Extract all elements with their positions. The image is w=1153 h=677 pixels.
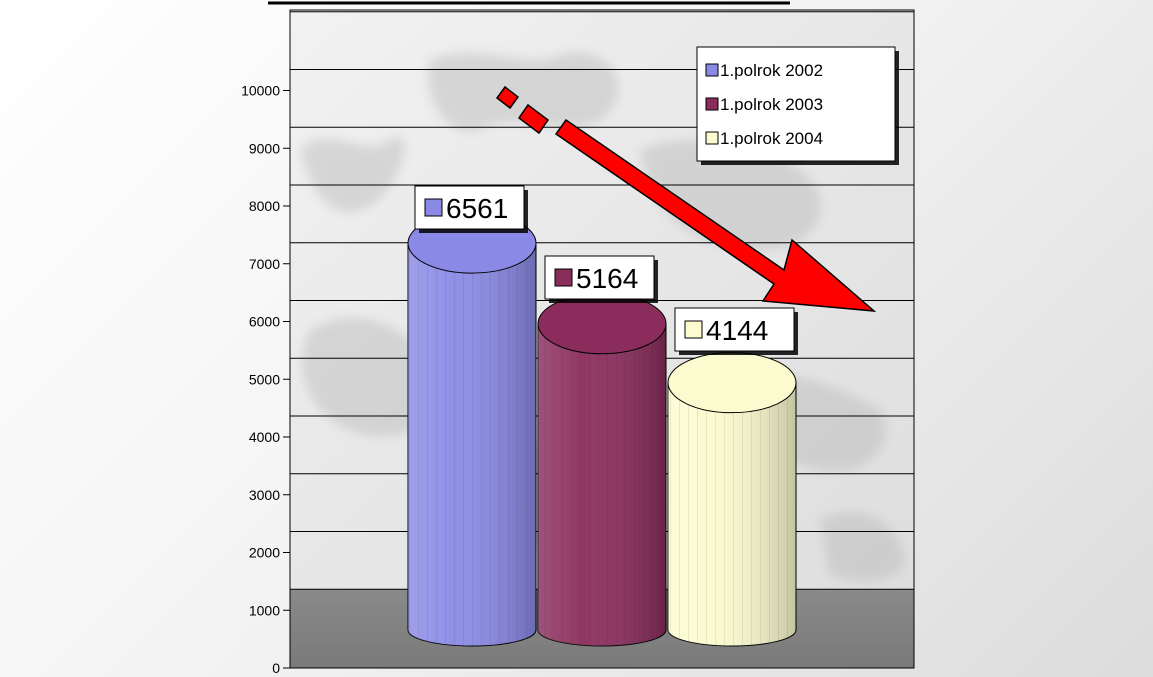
- legend: 1.polrok 2002 1.polrok 2003 1.polrok 2004: [696, 46, 899, 165]
- data-label-value-2: 4144: [706, 315, 768, 346]
- legend-box: [696, 46, 896, 162]
- trend-arrow-dash-2: [517, 103, 550, 135]
- legend-swatch-2: [705, 131, 719, 145]
- y-tick-label-3: 3000: [249, 487, 280, 503]
- bar-0: [407, 212, 537, 647]
- data-label-swatch-2: [684, 320, 703, 339]
- y-tick-label-7: 7000: [249, 256, 280, 272]
- y-tick-label-6: 6000: [249, 314, 280, 330]
- bar-shade-0: [408, 243, 536, 647]
- data-label-value-1: 5164: [576, 263, 638, 294]
- trend-arrow-dash-1: [495, 85, 520, 110]
- trend-arrow-body: [554, 118, 877, 312]
- y-tick-label-1: 1000: [249, 602, 280, 618]
- y-tick-label-10: 10000: [241, 83, 280, 99]
- data-label-0: 6561: [414, 185, 528, 233]
- data-label-2: 4144: [674, 307, 798, 355]
- bar-1: [537, 293, 667, 647]
- data-label-swatch-1: [554, 268, 573, 287]
- bar-shade-1: [538, 323, 666, 646]
- y-tick-label-8: 8000: [249, 198, 280, 214]
- legend-label-1: 1.polrok 2003: [720, 95, 823, 114]
- trend-arrow: [495, 85, 877, 312]
- legend-label-2: 1.polrok 2004: [720, 129, 823, 148]
- bar-2: [667, 352, 797, 647]
- y-tick-label-4: 4000: [249, 429, 280, 445]
- data-label-value-0: 6561: [446, 193, 508, 224]
- legend-label-0: 1.polrok 2002: [720, 61, 823, 80]
- y-tick-label-5: 5000: [249, 371, 280, 387]
- legend-swatch-0: [705, 63, 719, 77]
- legend-swatch-1: [705, 97, 719, 111]
- y-tick-label-2: 2000: [249, 545, 280, 561]
- data-labels: 6561 5164 4144: [414, 185, 798, 355]
- data-label-1: 5164: [544, 255, 658, 303]
- y-tick-label-9: 9000: [249, 140, 280, 156]
- data-label-swatch-0: [424, 198, 443, 217]
- y-axis: 0 1000 2000 3000 4000 5000 6000 7000 8000 9000 100…: [241, 32, 291, 676]
- bar-shade-2: [668, 382, 796, 646]
- bar-top-2: [667, 352, 797, 414]
- y-tick-label-0: 0: [272, 660, 280, 676]
